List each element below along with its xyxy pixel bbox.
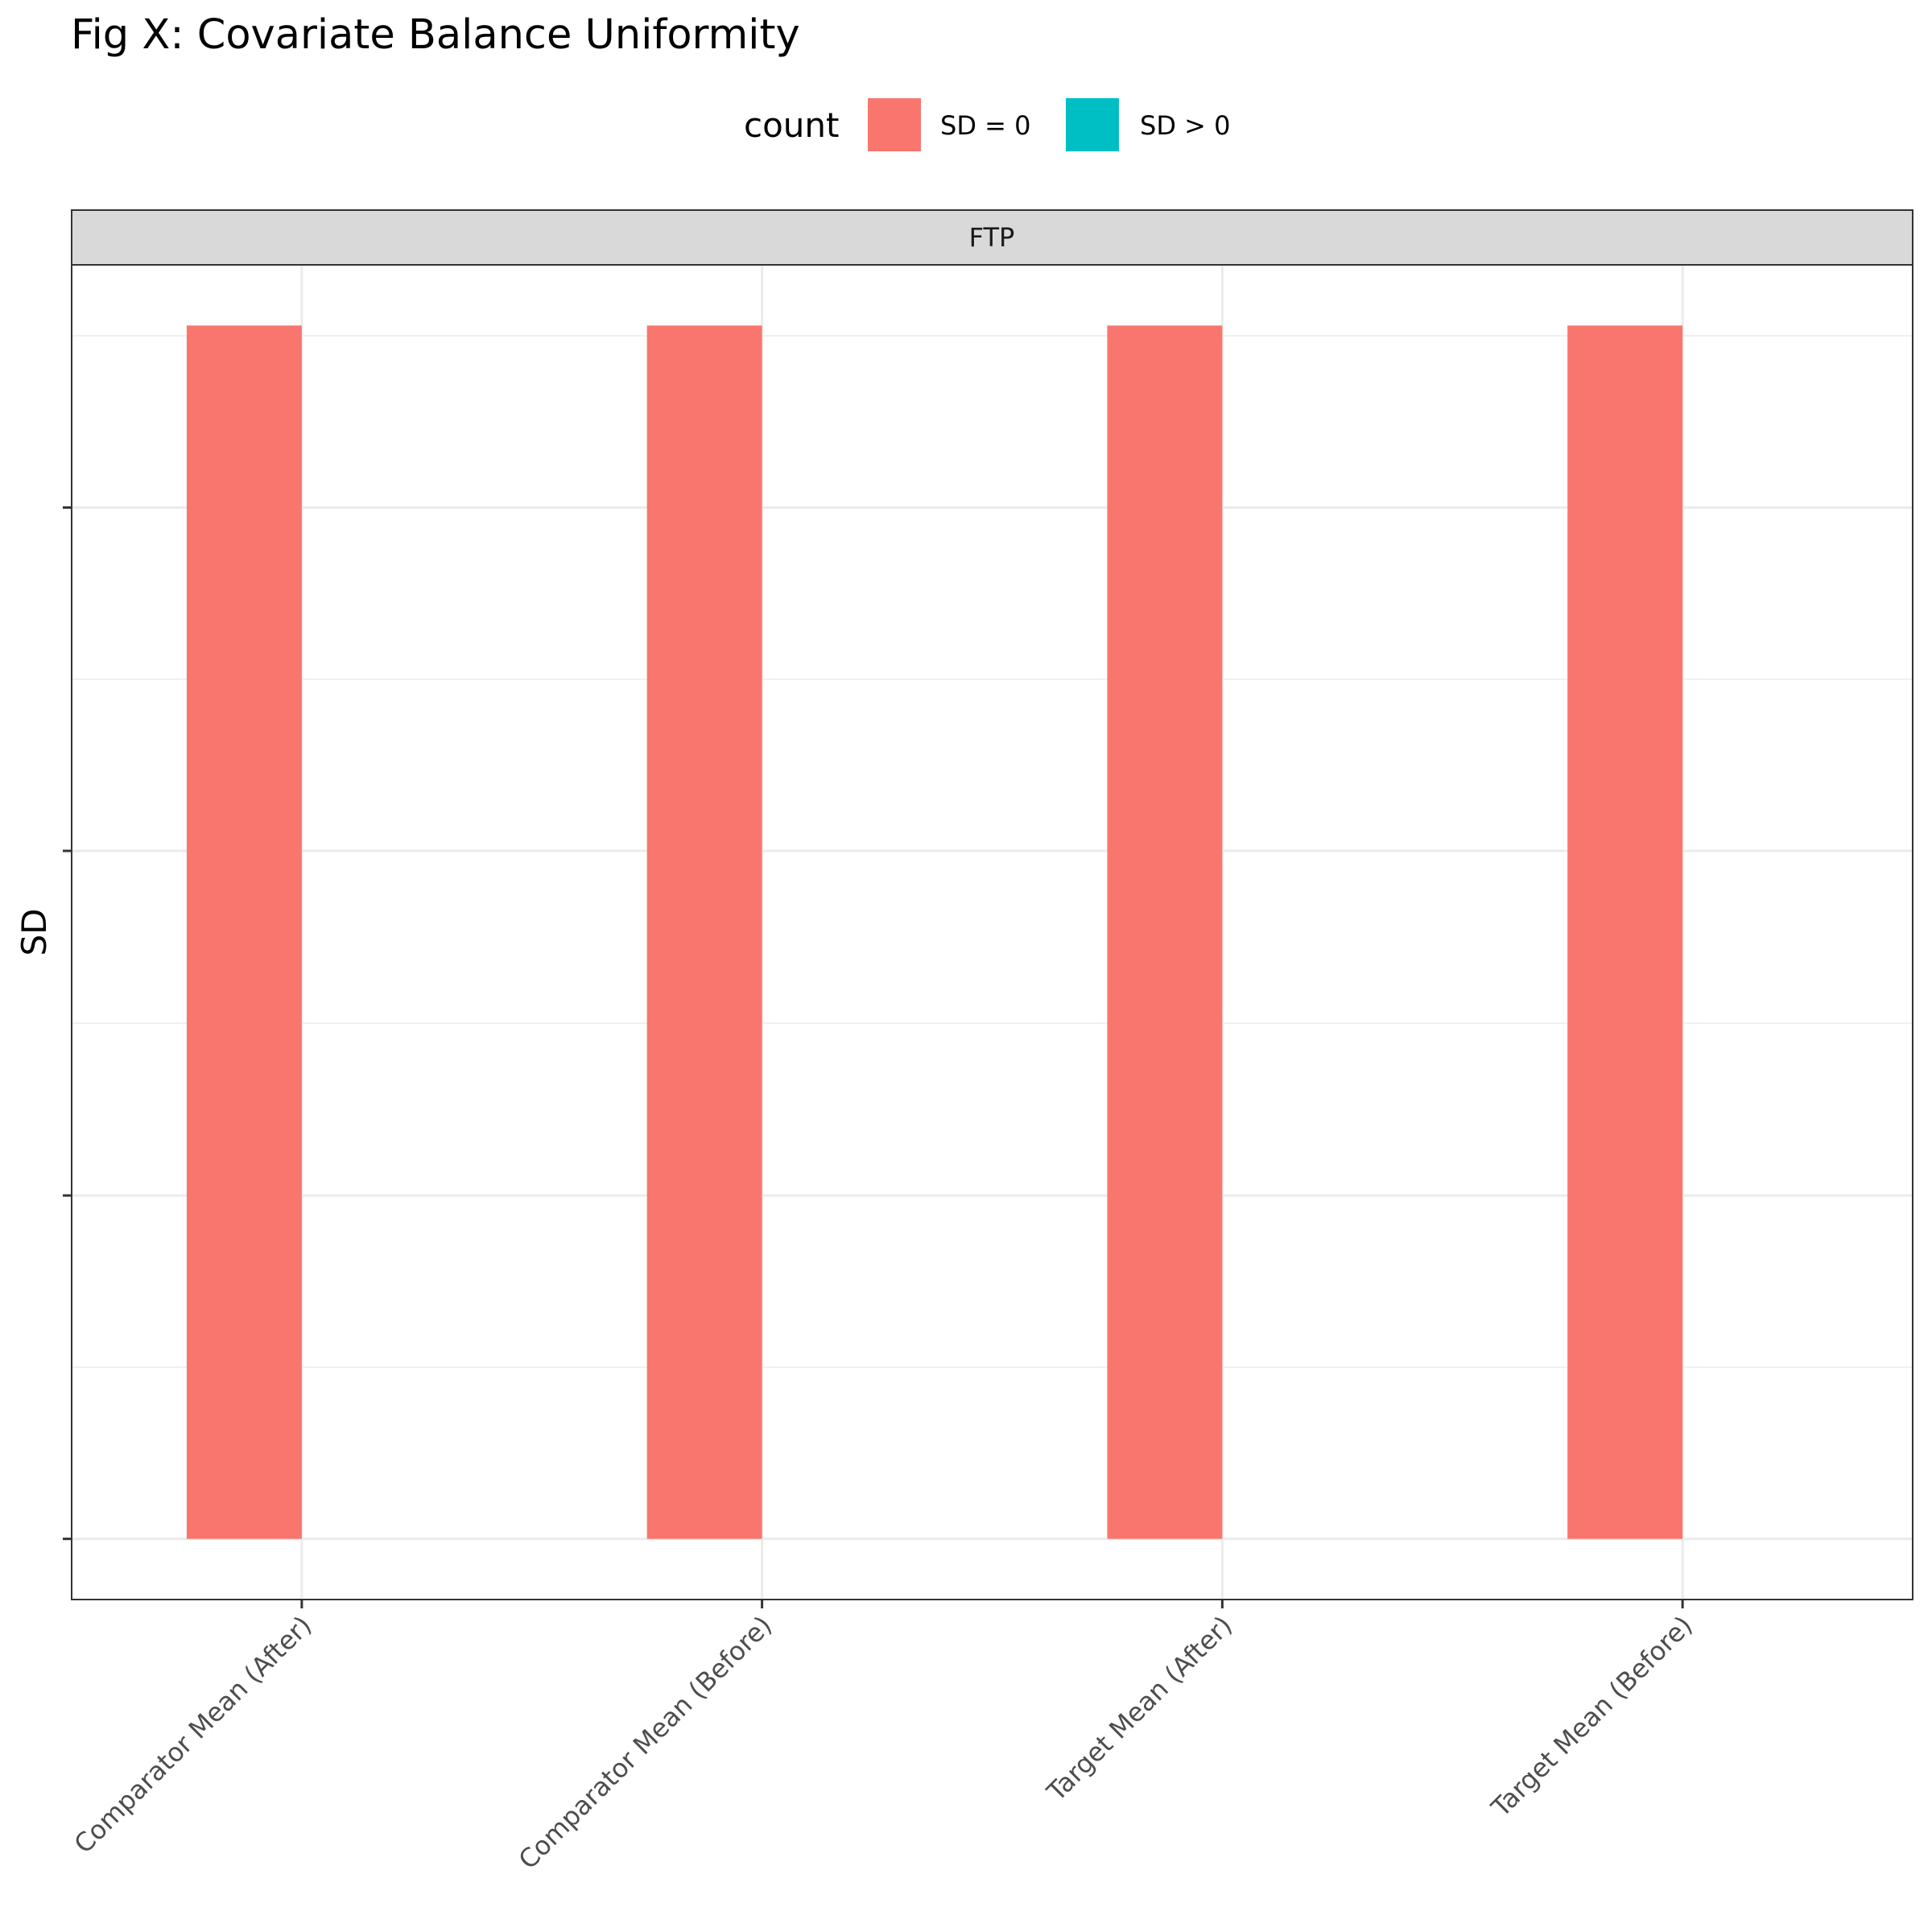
legend-label-sd-positive: SD > 0: [1140, 110, 1230, 141]
x-tick-label: Comparator Mean (Before): [513, 1610, 778, 1876]
facet-strip-label: FTP: [969, 222, 1015, 253]
chart-title: Fig X: Covariate Balance Uniformity: [71, 11, 800, 59]
legend-title: count: [744, 105, 840, 145]
plot-panel: [71, 264, 1913, 1600]
bar-sd-0-3: [1567, 325, 1683, 1539]
facet-strip: FTP: [71, 209, 1913, 266]
bars: [186, 325, 1683, 1539]
facet-strip-background: [71, 209, 1913, 266]
x-tick-label: Comparator Mean (After): [68, 1610, 318, 1860]
y-axis-title: SD: [14, 908, 54, 956]
bar-sd-0-1: [646, 325, 762, 1539]
bar-sd-0-0: [186, 325, 302, 1539]
legend-key-sd-zero: [868, 98, 921, 151]
legend-key-sd-positive: [1066, 98, 1119, 151]
panel-border: [71, 264, 1913, 1600]
bar-sd-0-2: [1107, 325, 1223, 1539]
legend-label-sd-zero: SD = 0: [940, 110, 1030, 141]
legend: count SD = 0 SD > 0: [744, 98, 1230, 151]
x-tick-label: Target Mean (Before): [1485, 1610, 1699, 1823]
x-tick-label: Target Mean (After): [1040, 1610, 1238, 1808]
